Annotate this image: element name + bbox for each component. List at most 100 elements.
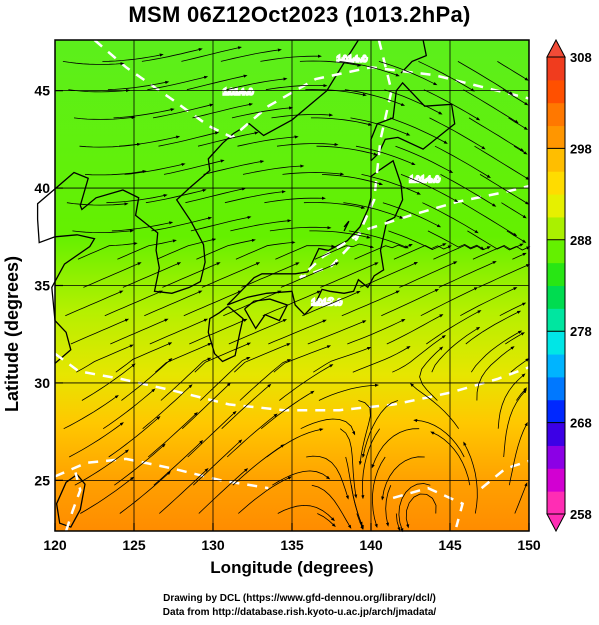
streamline [505,332,525,345]
streamline [226,413,278,458]
streamline [355,145,416,165]
streamline [113,108,175,119]
colorbar: 308 298 288 278 268 258 [546,38,592,533]
colorbar-swatch [547,148,565,172]
coastline [370,81,456,162]
streamline [306,455,349,500]
streamline [277,504,335,522]
streamline [162,262,221,288]
streamline [419,346,444,401]
streamline [467,230,524,251]
streamline [426,310,482,345]
colorbar-swatch [547,262,565,286]
colorbar-swatch [547,79,565,104]
streamline [502,89,529,106]
colorbar-swatch [547,331,565,355]
streamline [503,389,527,458]
y-tick-label: 40 [34,180,50,196]
streamline [382,202,442,228]
streamline [378,61,438,86]
streamline [151,216,213,232]
streamline [153,440,204,486]
streamline [262,290,322,317]
x-tick-label: 130 [201,537,225,553]
streamline [418,61,475,92]
streamline [393,245,452,260]
streamline [497,61,529,81]
streamline [196,238,256,260]
colorbar-swatch [547,239,565,264]
streamline [501,202,527,219]
streamline [66,202,129,206]
streamline [478,264,531,288]
streamline [381,288,440,317]
streamline [434,145,491,179]
streamline [497,373,526,429]
streamline [158,131,220,147]
streamline [269,226,332,232]
streamline [465,310,522,345]
streamline [65,290,124,317]
streamline [318,383,379,401]
streamline [313,347,372,373]
streamline [239,359,292,401]
streamline [181,46,242,62]
streamline [73,115,136,120]
streamline [275,244,336,260]
streamline [470,330,523,373]
colorbar-tick-label: 298 [570,141,592,156]
streamline [221,383,272,429]
streamline [348,230,409,249]
streamline [405,493,437,529]
streamline [472,244,531,260]
colorbar-swatch [547,422,565,446]
streamline [70,318,130,345]
streamline [76,344,134,373]
streamline [506,230,527,243]
isobar-label: 1014.0 [223,87,254,98]
lat-lon-grid [55,40,529,531]
colorbar-swatch [547,102,565,127]
streamline [385,485,392,527]
streamline [235,240,296,260]
streamline [345,456,364,530]
streamline [226,77,288,91]
streamline [62,61,125,66]
streamline [457,61,514,95]
streamline [508,422,528,486]
streamline [192,103,254,119]
colorbar-swatch [547,376,565,401]
x-tick-label: 125 [122,537,146,553]
streamline [316,145,378,156]
x-tick-label: 150 [517,537,541,553]
streamline [241,262,300,288]
streamline [303,202,366,209]
streamline [352,345,411,373]
streamline [400,174,459,203]
streamline [409,383,460,429]
streamline [514,482,528,514]
streamline [69,422,124,458]
coastline [226,159,404,316]
streamline [114,443,166,486]
isobar [93,39,530,139]
streamline [265,84,328,91]
streamline [476,346,515,401]
streamline [159,468,209,514]
streamline [194,342,252,373]
streamline [72,229,134,233]
streamline [152,103,214,119]
coastline [400,39,428,74]
streamline [237,135,299,147]
streamline [83,262,142,288]
streamline [381,456,425,501]
streamline [361,428,381,500]
streamline [300,418,356,436]
y-tick-label: 25 [34,472,50,488]
colorbar-swatch [547,354,565,378]
streamline [512,252,527,260]
streamline [463,441,478,514]
streamline [149,318,209,345]
streamline [234,343,291,373]
